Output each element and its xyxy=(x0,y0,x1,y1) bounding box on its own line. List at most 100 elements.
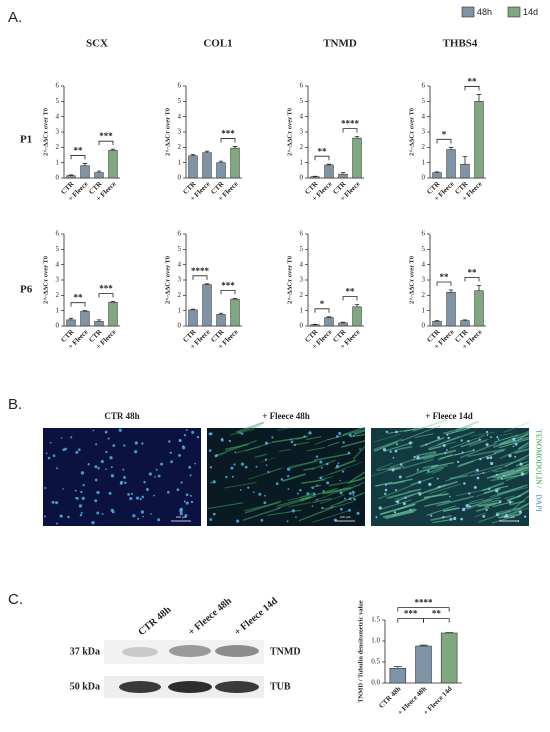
fiber xyxy=(445,427,470,436)
nucleus xyxy=(185,501,189,505)
significance-bracket xyxy=(397,607,450,612)
significance-label: ** xyxy=(74,293,84,303)
nucleus xyxy=(485,508,488,512)
fiber xyxy=(370,470,389,477)
nucleus xyxy=(472,448,475,451)
nucleus xyxy=(182,445,185,448)
fiber xyxy=(477,501,501,508)
nucleus xyxy=(240,462,244,466)
fiber xyxy=(288,460,317,469)
nucleus xyxy=(74,489,77,492)
nucleus xyxy=(107,437,110,440)
fiber xyxy=(498,513,521,519)
nucleus xyxy=(408,441,412,445)
fiber xyxy=(356,476,366,482)
significance-bracket xyxy=(98,140,114,146)
nucleus xyxy=(356,511,360,515)
significance-label: *** xyxy=(99,284,113,294)
nucleus xyxy=(486,434,489,436)
significance-bracket xyxy=(220,138,236,143)
nucleus xyxy=(495,513,500,517)
error-bar xyxy=(340,321,346,323)
bar xyxy=(432,172,442,179)
y-tick-label: 0 xyxy=(422,174,426,182)
nucleus xyxy=(97,467,100,470)
fiber xyxy=(384,441,414,452)
fiber xyxy=(492,466,503,472)
y-tick-label: 1 xyxy=(178,306,182,314)
nucleus xyxy=(228,439,232,443)
image-bg xyxy=(207,428,365,526)
bar xyxy=(460,163,470,179)
bar xyxy=(446,149,456,179)
fiber xyxy=(287,493,314,502)
nucleus xyxy=(338,431,342,436)
y-axis-label: 2^-ΔΔCт over T0 xyxy=(286,108,293,156)
nucleus xyxy=(467,440,470,443)
fiber xyxy=(517,502,530,511)
fiber xyxy=(491,463,530,478)
bar xyxy=(108,301,118,327)
fiber xyxy=(431,469,443,475)
nucleus xyxy=(287,474,290,478)
nucleus xyxy=(444,451,447,455)
fiber xyxy=(414,433,434,438)
bar xyxy=(415,645,432,684)
nucleus xyxy=(331,506,334,508)
fiber xyxy=(462,499,492,510)
fiber xyxy=(437,431,475,446)
fiber xyxy=(254,453,267,458)
bar xyxy=(202,152,212,179)
nucleus xyxy=(490,436,492,439)
fiber xyxy=(483,487,501,495)
fiber xyxy=(498,439,519,446)
nucleus xyxy=(503,474,505,477)
nucleus xyxy=(409,508,412,511)
y-tick-label: 0 xyxy=(56,322,60,330)
panel-label: A. xyxy=(8,9,22,26)
y-tick-label: 0.5 xyxy=(371,658,380,666)
fiber xyxy=(383,509,417,519)
y-tick-label: 4 xyxy=(56,112,60,120)
error-bar xyxy=(354,304,360,307)
nucleus xyxy=(508,500,512,504)
y-tick-label: 6 xyxy=(422,230,426,238)
fiber xyxy=(279,448,291,452)
error-bar xyxy=(110,148,116,151)
nucleus xyxy=(170,460,174,464)
nucleus xyxy=(215,453,219,457)
fiber xyxy=(260,457,277,463)
nucleus xyxy=(141,495,145,499)
nucleus xyxy=(485,443,489,447)
blot-lane: + Fleece 14d xyxy=(232,595,280,638)
nucleus xyxy=(425,443,428,446)
fiber xyxy=(416,464,448,473)
nucleus xyxy=(231,475,234,478)
fiber xyxy=(467,497,501,505)
fluorescence-image: 100 µm xyxy=(370,419,530,526)
fiber xyxy=(267,509,302,516)
nucleus xyxy=(43,515,47,518)
gene-title: THBS4 xyxy=(443,38,478,50)
nucleus xyxy=(336,435,339,438)
nucleus xyxy=(264,441,269,445)
nucleus xyxy=(67,515,70,519)
fiber xyxy=(482,482,505,492)
nucleus xyxy=(413,455,416,459)
error-bar xyxy=(434,171,440,173)
nucleus xyxy=(123,476,126,479)
nucleus xyxy=(225,475,228,479)
nucleus xyxy=(258,492,262,496)
nucleus xyxy=(233,463,236,466)
nucleus xyxy=(389,450,392,453)
nucleus xyxy=(241,432,244,435)
fiber xyxy=(282,473,306,482)
nucleus xyxy=(210,481,213,484)
y-tick-label: 2 xyxy=(56,143,60,151)
nucleus xyxy=(322,489,325,493)
fiber xyxy=(300,487,338,500)
fiber xyxy=(340,481,366,494)
fiber xyxy=(224,481,257,489)
fiber xyxy=(466,503,482,511)
nucleus xyxy=(498,500,502,503)
